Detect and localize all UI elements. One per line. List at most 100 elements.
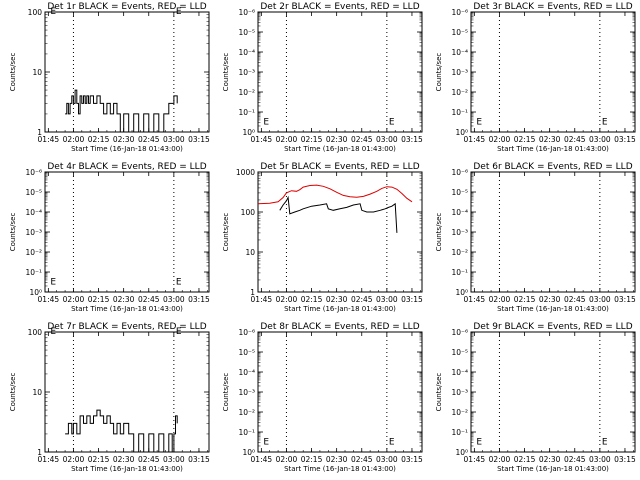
y-tick-label: 10⁰ bbox=[455, 128, 468, 137]
event-marker: E bbox=[602, 437, 608, 447]
event-marker: E bbox=[389, 437, 395, 447]
x-tick-label: 02:00 bbox=[276, 295, 298, 304]
y-tick-label: 10⁰ bbox=[455, 288, 468, 297]
y-axis-label: Counts/sec bbox=[9, 213, 17, 252]
x-tick-label: 02:45 bbox=[351, 295, 373, 304]
x-tick-label: 02:00 bbox=[63, 455, 85, 464]
x-tick-label: 02:30 bbox=[113, 135, 135, 144]
x-tick-label: 02:30 bbox=[113, 455, 135, 464]
y-tick-label: 10⁻⁵ bbox=[451, 28, 468, 37]
y-tick-label: 10⁻¹ bbox=[238, 108, 255, 117]
y-tick-label: 10⁻³ bbox=[238, 388, 255, 397]
panel-title: Det 2r BLACK = Events, RED = LLD bbox=[260, 2, 419, 12]
y-tick-label: 10⁻⁵ bbox=[451, 188, 468, 197]
x-tick-label: 03:15 bbox=[614, 295, 636, 304]
x-tick-label: 02:15 bbox=[301, 455, 323, 464]
x-tick-label: 01:45 bbox=[38, 295, 60, 304]
x-tick-label: 01:45 bbox=[251, 455, 273, 464]
y-axis-label: Counts/sec bbox=[9, 53, 17, 92]
x-axis-label: Start Time (16-Jan-18 01:43:00) bbox=[497, 465, 609, 473]
x-tick-label: 02:00 bbox=[63, 135, 85, 144]
y-tick-label: 10⁻³ bbox=[25, 228, 42, 237]
y-tick-label: 100 bbox=[28, 8, 43, 17]
x-tick-label: 02:00 bbox=[276, 455, 298, 464]
panel-title: Det 5r BLACK = Events, RED = LLD bbox=[260, 162, 419, 172]
x-tick-label: 02:00 bbox=[489, 135, 511, 144]
event-marker: E bbox=[50, 7, 56, 17]
event-marker: E bbox=[263, 437, 269, 447]
y-tick-label: 10⁻⁴ bbox=[451, 48, 468, 57]
y-tick-label: 10⁰ bbox=[242, 448, 255, 457]
x-tick-label: 03:00 bbox=[376, 135, 398, 144]
x-tick-label: 03:00 bbox=[376, 455, 398, 464]
x-tick-label: 02:15 bbox=[301, 295, 323, 304]
x-tick-label: 02:30 bbox=[539, 455, 561, 464]
x-tick-label: 02:15 bbox=[88, 135, 110, 144]
x-tick-label: 02:45 bbox=[138, 295, 160, 304]
event-marker: E bbox=[476, 117, 482, 127]
y-tick-label: 10⁻⁴ bbox=[451, 368, 468, 377]
event-marker: E bbox=[176, 277, 182, 287]
y-tick-label: 10⁻³ bbox=[451, 228, 468, 237]
event-marker: E bbox=[50, 327, 56, 337]
x-tick-label: 02:45 bbox=[351, 455, 373, 464]
x-tick-label: 03:15 bbox=[614, 455, 636, 464]
x-tick-label: 02:30 bbox=[113, 295, 135, 304]
y-axis-label: Counts/sec bbox=[435, 213, 443, 252]
y-axis-label: Counts/sec bbox=[435, 53, 443, 92]
x-tick-label: 02:15 bbox=[88, 295, 110, 304]
x-axis-label: Start Time (16-Jan-18 01:43:00) bbox=[284, 305, 396, 313]
event-marker: E bbox=[602, 117, 608, 127]
x-tick-label: 02:45 bbox=[138, 135, 160, 144]
y-tick-label: 10⁻⁵ bbox=[25, 188, 42, 197]
y-tick-label: 10⁻⁵ bbox=[451, 348, 468, 357]
x-tick-label: 03:15 bbox=[401, 455, 423, 464]
x-tick-label: 02:00 bbox=[63, 295, 85, 304]
y-tick-label: 10⁻⁶ bbox=[238, 8, 255, 17]
x-tick-label: 03:00 bbox=[163, 455, 185, 464]
x-tick-label: 02:15 bbox=[88, 455, 110, 464]
x-tick-label: 03:00 bbox=[163, 135, 185, 144]
series-lld-line bbox=[279, 195, 398, 233]
y-tick-label: 100 bbox=[241, 208, 256, 217]
event-marker: E bbox=[176, 327, 182, 337]
x-tick-label: 01:45 bbox=[464, 135, 486, 144]
y-tick-label: 100 bbox=[28, 328, 43, 337]
y-tick-label: 10⁻³ bbox=[451, 388, 468, 397]
y-tick-label: 10⁻² bbox=[238, 408, 255, 417]
plot-frame bbox=[44, 331, 210, 453]
x-axis-label: Start Time (16-Jan-18 01:43:00) bbox=[284, 145, 396, 153]
event-marker: E bbox=[389, 117, 395, 127]
x-tick-label: 03:15 bbox=[401, 295, 423, 304]
panel-det-3: Det 3r BLACK = Events, RED = LLD 01:45 02:… bbox=[435, 2, 636, 153]
plot-frame bbox=[470, 331, 636, 453]
y-axis-label: Counts/sec bbox=[222, 53, 230, 92]
y-tick-label: 10⁻⁶ bbox=[25, 168, 42, 177]
panel-title: Det 3r BLACK = Events, RED = LLD bbox=[473, 2, 632, 12]
y-axis-label: Counts/sec bbox=[435, 373, 443, 412]
x-tick-label: 02:00 bbox=[489, 295, 511, 304]
x-tick-label: 03:15 bbox=[401, 135, 423, 144]
x-axis-label: Start Time (16-Jan-18 01:43:00) bbox=[71, 465, 183, 473]
panel-title: Det 8r BLACK = Events, RED = LLD bbox=[260, 322, 419, 332]
x-tick-label: 03:00 bbox=[376, 295, 398, 304]
x-tick-label: 02:00 bbox=[276, 135, 298, 144]
y-tick-label: 10⁻¹ bbox=[451, 108, 468, 117]
event-marker: E bbox=[263, 117, 269, 127]
y-tick-label: 10⁻³ bbox=[238, 68, 255, 77]
y-tick-label: 10⁻² bbox=[25, 248, 42, 257]
x-tick-label: 02:15 bbox=[514, 455, 536, 464]
y-axis-label: Counts/sec bbox=[222, 373, 230, 412]
panel-title: Det 4r BLACK = Events, RED = LLD bbox=[47, 162, 206, 172]
x-tick-label: 01:45 bbox=[251, 295, 273, 304]
y-tick-label: 10⁻⁴ bbox=[25, 208, 42, 217]
y-tick-label: 10⁻¹ bbox=[451, 268, 468, 277]
y-axis-label: Counts/sec bbox=[222, 213, 230, 252]
x-tick-label: 03:15 bbox=[614, 135, 636, 144]
y-tick-label: 10⁻² bbox=[238, 88, 255, 97]
